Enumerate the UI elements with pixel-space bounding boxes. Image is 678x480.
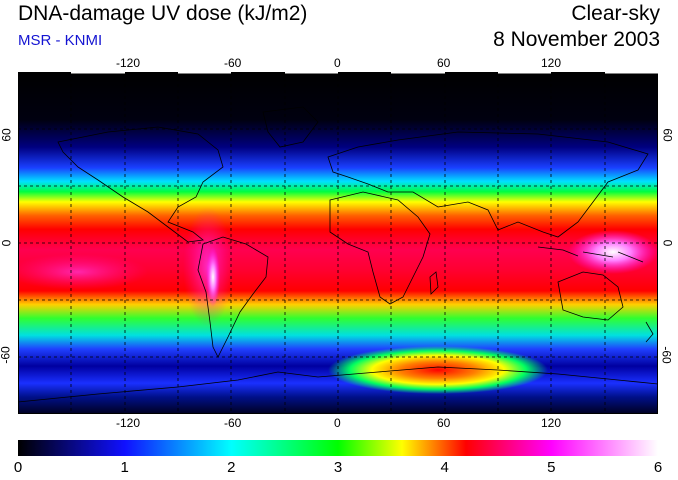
credit-label: MSR - KNMI (18, 32, 103, 49)
color-scale-bar (18, 440, 658, 456)
coastlines (18, 106, 658, 403)
lat-tick-right: 0 (660, 239, 675, 247)
color-scale-tick: 0 (13, 459, 23, 476)
graticule (18, 72, 658, 414)
lon-tick-bottom: -120 (116, 416, 141, 430)
lon-tick-top: -120 (116, 56, 141, 70)
uv-hotspot-andes (206, 247, 220, 307)
lon-tick-bottom: 120 (541, 416, 562, 430)
lon-tick-bottom: 60 (437, 416, 451, 430)
color-scale-tick: 5 (547, 459, 556, 476)
lon-tick-bottom: -60 (224, 416, 242, 430)
lat-tick-left: 0 (0, 239, 14, 247)
lat-tick-left: 60 (0, 128, 14, 142)
uv-hotspot-antarctica (328, 346, 548, 394)
color-scale-tick: 4 (440, 459, 449, 476)
date-label: 8 November 2003 (493, 28, 660, 51)
sky-condition-label: Clear-sky (571, 2, 660, 25)
color-scale-gradient (18, 440, 658, 456)
lon-tick-top: 120 (541, 56, 562, 70)
lat-tick-left: -60 (0, 346, 13, 364)
lat-tick-right: 60 (660, 128, 675, 142)
uv-dose-map (18, 72, 658, 414)
lat-tick-right: -60 (659, 346, 674, 364)
uv-band-pacific (18, 254, 148, 290)
lon-tick-top: 0 (334, 56, 341, 70)
map-title: DNA-damage UV dose (kJ/m2) (18, 2, 308, 25)
lon-tick-top: -60 (224, 56, 242, 70)
uv-hotspot-indonesia (568, 230, 658, 274)
color-scale-tick: 2 (227, 459, 236, 476)
color-scale-tick: 6 (653, 459, 663, 476)
lon-tick-top: 60 (437, 56, 451, 70)
lon-tick-bottom: 0 (334, 416, 341, 430)
color-scale-tick: 1 (120, 459, 129, 476)
color-scale-tick: 3 (333, 459, 343, 476)
